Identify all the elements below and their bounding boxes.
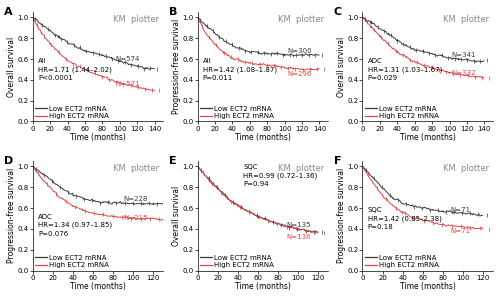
X-axis label: Time (months): Time (months) <box>70 282 126 291</box>
Text: N=215: N=215 <box>123 215 148 221</box>
Text: C: C <box>334 7 342 17</box>
Text: ADC
HR=1.34 (0.97–1.85)
P=0.076: ADC HR=1.34 (0.97–1.85) P=0.076 <box>38 214 112 237</box>
Legend: Low ECT2 mRNA, High ECT2 mRNA: Low ECT2 mRNA, High ECT2 mRNA <box>199 254 275 269</box>
Text: KM  plotter: KM plotter <box>443 164 489 173</box>
Text: SQC
HR=0.99 (0.72–1.36)
P=0.94: SQC HR=0.99 (0.72–1.36) P=0.94 <box>244 164 318 187</box>
Text: KM  plotter: KM plotter <box>114 15 160 24</box>
X-axis label: Time (months): Time (months) <box>70 133 126 142</box>
Text: KM  plotter: KM plotter <box>278 15 324 24</box>
Y-axis label: Progression-free survival: Progression-free survival <box>172 19 181 114</box>
Text: N=136: N=136 <box>286 234 310 240</box>
Text: N=296: N=296 <box>288 71 312 77</box>
Y-axis label: Overall survival: Overall survival <box>336 37 345 97</box>
Legend: Low ECT2 mRNA, High ECT2 mRNA: Low ECT2 mRNA, High ECT2 mRNA <box>364 105 440 120</box>
Text: ADC
HR=1.31 (1.03–1.67)
P=0.029: ADC HR=1.31 (1.03–1.67) P=0.029 <box>368 58 442 81</box>
Text: SQC
HR=1.42 (0.85–2.38)
P=0.18: SQC HR=1.42 (0.85–2.38) P=0.18 <box>368 207 442 230</box>
Text: D: D <box>4 156 14 166</box>
X-axis label: Time (months): Time (months) <box>235 282 291 291</box>
Legend: Low ECT2 mRNA, High ECT2 mRNA: Low ECT2 mRNA, High ECT2 mRNA <box>364 254 440 269</box>
Text: F: F <box>334 156 342 166</box>
Text: KM  plotter: KM plotter <box>278 164 324 173</box>
Y-axis label: Overall survival: Overall survival <box>172 186 181 246</box>
Text: N=71: N=71 <box>451 228 471 234</box>
Y-axis label: Overall survival: Overall survival <box>7 37 16 97</box>
Text: N=571: N=571 <box>116 81 140 87</box>
X-axis label: Time (months): Time (months) <box>235 133 291 142</box>
Text: N=135: N=135 <box>286 222 310 228</box>
Legend: Low ECT2 mRNA, High ECT2 mRNA: Low ECT2 mRNA, High ECT2 mRNA <box>34 254 110 269</box>
Text: N=332: N=332 <box>452 69 476 76</box>
Y-axis label: Progression-free survival: Progression-free survival <box>7 168 16 263</box>
Text: N=300: N=300 <box>288 48 312 54</box>
Legend: Low ECT2 mRNA, High ECT2 mRNA: Low ECT2 mRNA, High ECT2 mRNA <box>34 105 110 120</box>
Legend: Low ECT2 mRNA, High ECT2 mRNA: Low ECT2 mRNA, High ECT2 mRNA <box>199 105 275 120</box>
Text: N=71: N=71 <box>451 207 471 213</box>
Text: N=574: N=574 <box>116 56 140 62</box>
Text: KM  plotter: KM plotter <box>443 15 489 24</box>
Text: KM  plotter: KM plotter <box>114 164 160 173</box>
Text: All
HR=1.42 (1.08–1.87)
P=0.011: All HR=1.42 (1.08–1.87) P=0.011 <box>203 58 277 81</box>
Text: E: E <box>169 156 176 166</box>
X-axis label: Time (months): Time (months) <box>400 133 456 142</box>
Text: All
HR=1.71 (1.44–2.02)
P<0.0001: All HR=1.71 (1.44–2.02) P<0.0001 <box>38 58 112 81</box>
X-axis label: Time (months): Time (months) <box>400 282 456 291</box>
Text: N=228: N=228 <box>123 196 148 202</box>
Text: A: A <box>4 7 12 17</box>
Text: N=341: N=341 <box>452 52 476 58</box>
Text: B: B <box>169 7 177 17</box>
Y-axis label: Progression-free survival: Progression-free survival <box>336 168 345 263</box>
